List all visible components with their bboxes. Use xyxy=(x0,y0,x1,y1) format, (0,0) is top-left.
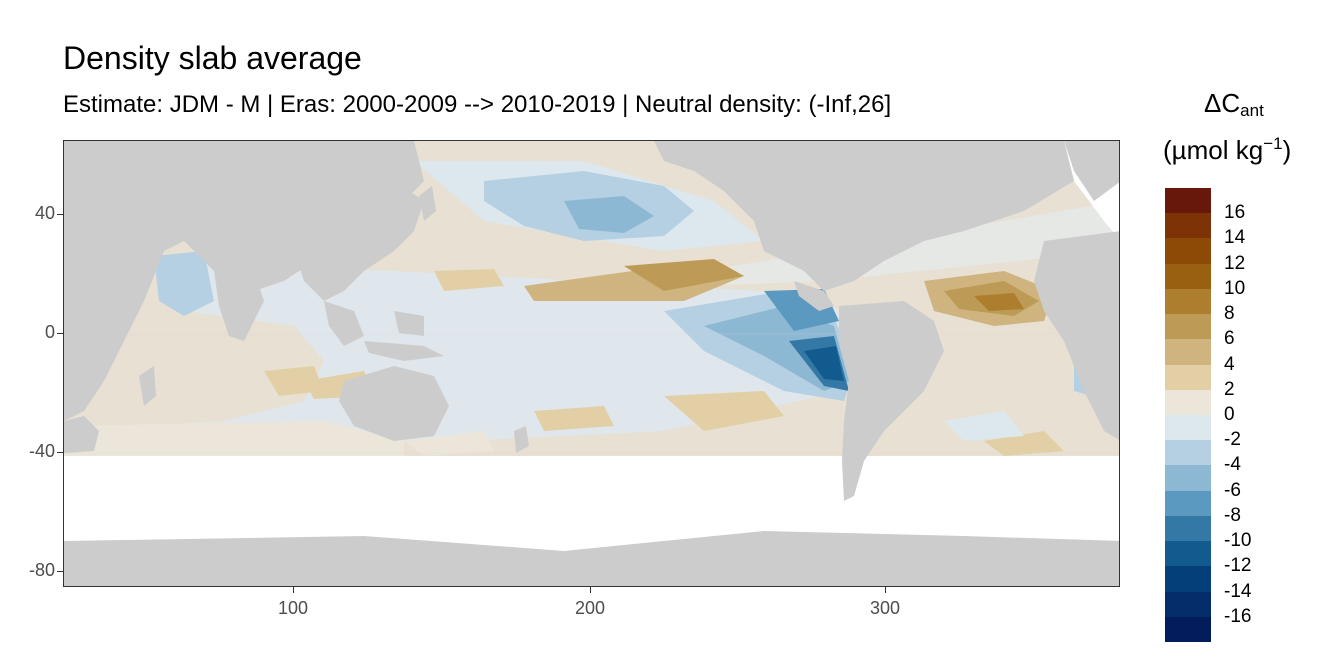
map-canvas xyxy=(64,141,1119,586)
legend-swatch xyxy=(1165,490,1211,516)
legend-label: -6 xyxy=(1224,479,1241,501)
legend-swatch xyxy=(1165,591,1211,617)
legend-label: -4 xyxy=(1224,454,1241,476)
legend-colorbar xyxy=(1165,188,1211,642)
legend-label: 8 xyxy=(1224,303,1235,325)
legend-swatch xyxy=(1165,440,1211,466)
legend-label: -12 xyxy=(1224,555,1252,577)
y-tick-label: 40 xyxy=(34,203,55,223)
y-tick-label: -40 xyxy=(28,441,55,461)
legend-swatch xyxy=(1165,364,1211,390)
legend-label: 10 xyxy=(1224,277,1246,299)
x-tick-label: 200 xyxy=(574,598,606,618)
x-tick-label: 300 xyxy=(869,598,901,618)
legend-swatch xyxy=(1165,541,1211,567)
legend-label: -10 xyxy=(1224,530,1252,552)
legend-swatch xyxy=(1165,314,1211,340)
y-tick-mark xyxy=(57,333,63,334)
legend-swatch xyxy=(1165,213,1211,239)
plot-subtitle: Estimate: JDM - M | Eras: 2000-2009 --> … xyxy=(63,91,892,118)
legend-swatch xyxy=(1165,515,1211,542)
legend-swatch xyxy=(1165,263,1211,289)
legend-swatch xyxy=(1165,414,1211,441)
x-tick-mark xyxy=(293,587,294,593)
plot-title: Density slab average xyxy=(63,40,362,76)
legend-unit: (µmol kg−1) xyxy=(1163,134,1292,165)
x-tick-mark xyxy=(885,587,886,593)
legend-swatch xyxy=(1165,465,1211,491)
y-tick-label: 0 xyxy=(44,322,55,342)
legend-title: ΔCant xyxy=(1204,88,1264,120)
y-tick-mark xyxy=(57,214,63,215)
x-tick-label: 100 xyxy=(277,598,309,618)
legend-label: -14 xyxy=(1224,580,1252,602)
legend-label: 6 xyxy=(1224,328,1235,350)
legend-label: -16 xyxy=(1224,605,1252,627)
y-tick-label: -80 xyxy=(28,560,55,580)
legend-label: -8 xyxy=(1224,504,1241,526)
legend-swatch xyxy=(1165,288,1211,315)
legend-swatch xyxy=(1165,188,1211,214)
legend-swatch xyxy=(1165,238,1211,264)
legend-label: 12 xyxy=(1224,252,1246,274)
legend-label: 2 xyxy=(1224,378,1235,400)
map-panel xyxy=(63,140,1120,587)
legend-label: -2 xyxy=(1224,429,1241,451)
legend-label: 16 xyxy=(1224,202,1246,224)
x-tick-mark xyxy=(590,587,591,593)
legend-swatch xyxy=(1165,616,1211,642)
land xyxy=(64,141,1119,586)
legend-swatch xyxy=(1165,389,1211,415)
legend-label: 0 xyxy=(1224,404,1235,425)
legend-label: 4 xyxy=(1224,353,1235,375)
legend-swatch xyxy=(1165,566,1211,592)
legend-swatch xyxy=(1165,339,1211,365)
legend-label: 14 xyxy=(1224,227,1246,249)
y-tick-mark xyxy=(57,571,63,572)
y-tick-mark xyxy=(57,452,63,453)
